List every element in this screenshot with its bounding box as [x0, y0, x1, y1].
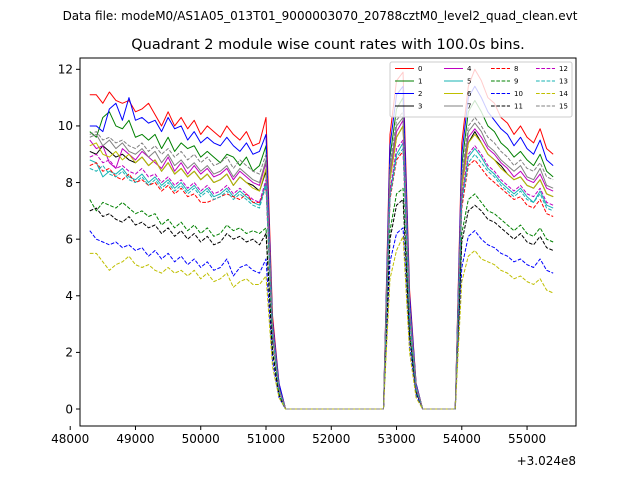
y-tick-label: 2 [65, 346, 73, 360]
legend-label-7: 7 [467, 103, 471, 111]
legend-label-10: 10 [514, 90, 523, 98]
series-line-15 [89, 111, 554, 410]
legend-label-1: 1 [418, 78, 422, 86]
axes: 48000 49000 50000 51000 52000 53000 54000 55000… [51, 57, 577, 468]
y-tick-label: 12 [58, 63, 73, 77]
legend-label-11: 11 [514, 103, 523, 111]
series-line-11 [89, 199, 554, 410]
y-tick-label: 8 [65, 176, 73, 190]
x-offset-label: +3.024e8 [517, 454, 576, 468]
x-tick-label: 53000 [377, 432, 415, 446]
y-tick-label: 0 [65, 402, 73, 416]
legend-label-6: 6 [467, 90, 472, 98]
series-lines [89, 68, 554, 410]
chart-title: Quadrant 2 module wise count rates with … [131, 37, 525, 53]
figure-suptitle: Data file: modeM0/AS1A05_013T01_90000030… [63, 9, 578, 23]
x-tick-label: 51000 [247, 432, 285, 446]
legend-label-0: 0 [418, 65, 422, 73]
legend-label-12: 12 [559, 65, 568, 73]
legend-label-3: 3 [418, 103, 422, 111]
y-tick-label: 4 [65, 289, 73, 303]
legend-label-5: 5 [467, 78, 471, 86]
x-tick-label: 55000 [508, 432, 546, 446]
x-tick-label: 49000 [116, 432, 154, 446]
x-tick-label: 52000 [312, 432, 350, 446]
legend-label-8: 8 [514, 65, 518, 73]
x-tick-label: 48000 [51, 432, 89, 446]
plot-area [89, 68, 554, 410]
legend-box [389, 61, 573, 118]
series-line-10 [89, 227, 554, 410]
x-tick-label: 50000 [182, 432, 220, 446]
legend-label-15: 15 [559, 103, 568, 111]
axes-frame [79, 57, 577, 427]
legend-label-14: 14 [559, 90, 568, 98]
legend-label-4: 4 [467, 65, 472, 73]
y-tick-label: 10 [58, 119, 73, 133]
legend-label-2: 2 [418, 90, 422, 98]
legend-label-13: 13 [559, 78, 568, 86]
legend-label-9: 9 [514, 78, 518, 86]
x-tick-label: 54000 [443, 432, 481, 446]
y-tick-label: 6 [65, 232, 73, 246]
